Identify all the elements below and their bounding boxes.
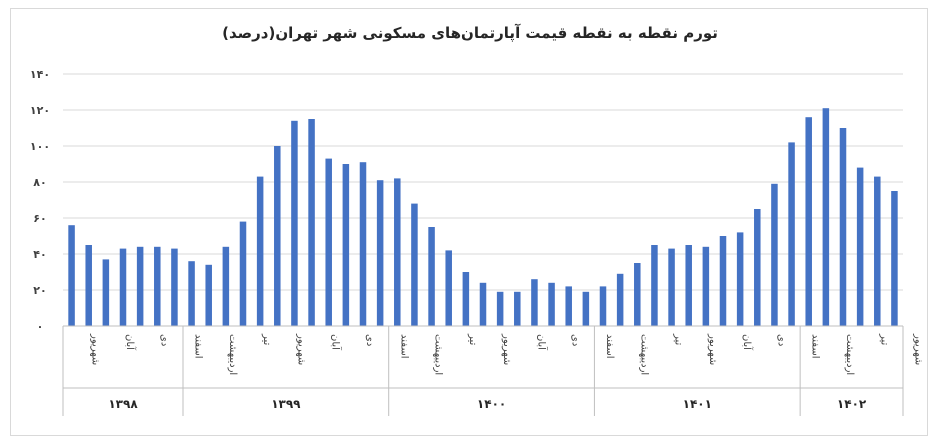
- bar: [256, 176, 264, 326]
- y-tick-label: ۶۰: [33, 212, 46, 225]
- x-tick-label: شهریور: [707, 333, 718, 365]
- x-tick-label: تیر: [673, 333, 684, 346]
- bar: [548, 282, 555, 326]
- bar: [514, 291, 521, 326]
- bar: [188, 261, 195, 326]
- bar: [325, 158, 332, 326]
- y-tick-label: ۰: [37, 320, 44, 333]
- x-tick-label: تیر: [467, 333, 478, 346]
- x-tick-label: آبان: [535, 334, 548, 351]
- chart-title: تورم نقطه به نقطه قیمت آپارتمان‌های مسکو…: [222, 24, 718, 42]
- bar: [308, 119, 315, 326]
- bar: [634, 263, 641, 326]
- bar: [171, 248, 178, 326]
- x-tick-label: اردیبهشت: [844, 334, 855, 375]
- y-tick-label: ۸۰: [33, 176, 46, 189]
- x-tick-label: آبان: [741, 334, 754, 351]
- bar: [822, 108, 830, 326]
- bar: [85, 245, 92, 326]
- bar: [771, 183, 778, 326]
- x-tick-label: شهریور: [913, 333, 924, 365]
- bar: [376, 180, 384, 326]
- year-label: ۱۳۹۹: [271, 397, 301, 411]
- bar: [685, 245, 692, 326]
- bar: [102, 259, 110, 326]
- x-tick-label: دی: [158, 334, 169, 346]
- bar: [668, 248, 675, 326]
- y-tick-label: ۱۴۰: [30, 68, 50, 81]
- bar: [428, 227, 435, 326]
- x-tick-label: شهریور: [90, 333, 101, 365]
- bar: [788, 142, 795, 326]
- year-label: ۱۴۰۰: [477, 397, 506, 411]
- x-tick-label: شهریور: [501, 333, 512, 365]
- bar: [479, 282, 487, 326]
- bar: [394, 178, 401, 326]
- x-tick-label: شهریور: [295, 333, 306, 365]
- bar: [291, 120, 298, 326]
- x-tick-label: تیر: [261, 333, 272, 346]
- x-tick-label: اردیبهشت: [638, 334, 649, 375]
- bar: [239, 221, 247, 326]
- x-tick-label: دی: [364, 334, 375, 346]
- y-tick-label: ۴۰: [33, 248, 46, 261]
- bar: [754, 209, 761, 326]
- bar: [874, 176, 881, 326]
- bar: [411, 203, 418, 326]
- bar: [805, 117, 812, 326]
- x-tick-label: آبان: [124, 334, 137, 351]
- bar: [68, 225, 75, 326]
- year-label: ۱۴۰۱: [683, 397, 712, 411]
- bar: [136, 246, 144, 326]
- year-label: ۱۳۹۸: [108, 397, 138, 411]
- bar: [736, 232, 744, 326]
- x-tick-label: اردیبهشت: [227, 334, 238, 375]
- bar: [651, 245, 658, 326]
- bar: [582, 291, 590, 326]
- x-tick-label: دی: [570, 334, 581, 346]
- bar: [891, 191, 898, 326]
- bar: [565, 286, 572, 326]
- bar: [531, 279, 538, 326]
- year-label: ۱۴۰۲: [837, 397, 867, 411]
- bar: [154, 246, 161, 326]
- x-tick-label: تیر: [878, 333, 889, 346]
- bar: [205, 264, 212, 326]
- x-tick-label: اردیبهشت: [433, 334, 444, 375]
- bar: [702, 246, 710, 326]
- bar: [462, 272, 470, 326]
- bar: [342, 164, 350, 326]
- bar: [359, 162, 367, 326]
- x-tick-label: اسفند: [810, 334, 821, 358]
- x-tick-label: دی: [775, 334, 786, 346]
- bar: [719, 236, 727, 326]
- y-tick-label: ۱۰۰: [30, 140, 50, 153]
- bar: [856, 167, 864, 326]
- x-tick-label: اسفند: [604, 334, 615, 358]
- bar: [274, 146, 281, 326]
- x-tick-label: اسفند: [398, 334, 409, 358]
- bar: [616, 273, 624, 326]
- y-tick-label: ۲۰: [33, 284, 46, 297]
- bar: [599, 286, 607, 326]
- bar: [119, 248, 127, 326]
- x-tick-label: اسفند: [193, 334, 204, 358]
- y-tick-label: ۱۲۰: [30, 104, 50, 117]
- bar: [496, 291, 504, 326]
- x-tick-label: آبان: [330, 334, 343, 351]
- bar: [839, 128, 847, 326]
- bar: [445, 250, 452, 326]
- bar: [222, 246, 230, 326]
